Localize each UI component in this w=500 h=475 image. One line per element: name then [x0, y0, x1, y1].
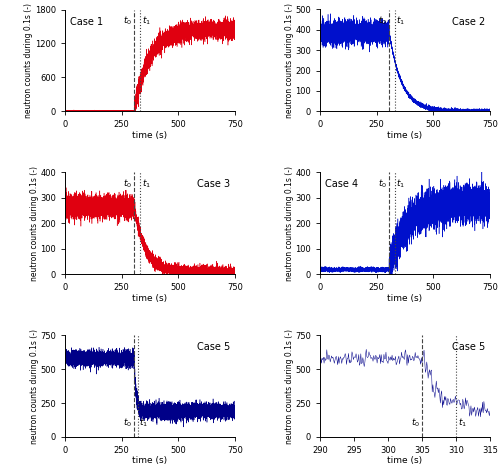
X-axis label: time (s): time (s) [132, 294, 168, 303]
Text: $t_1$: $t_1$ [458, 417, 466, 429]
X-axis label: time (s): time (s) [132, 131, 168, 140]
Text: $t_1$: $t_1$ [396, 178, 406, 190]
Y-axis label: neutron counts during 0.1s (-): neutron counts during 0.1s (-) [30, 329, 38, 444]
X-axis label: time (s): time (s) [388, 294, 422, 303]
Text: $t_1$: $t_1$ [396, 15, 406, 27]
Text: $t_0$: $t_0$ [124, 15, 132, 27]
Y-axis label: neutron counts during 0.1s (-): neutron counts during 0.1s (-) [30, 166, 38, 281]
Y-axis label: neutron counts during 0.1s (-): neutron counts during 0.1s (-) [284, 3, 294, 118]
Text: Case 5: Case 5 [452, 342, 485, 352]
Text: Case 1: Case 1 [70, 17, 103, 27]
Y-axis label: neutron counts during 0.1s (-): neutron counts during 0.1s (-) [284, 329, 294, 444]
X-axis label: time (s): time (s) [132, 456, 168, 466]
Text: $t_1$: $t_1$ [142, 178, 150, 190]
X-axis label: time (s): time (s) [388, 131, 422, 140]
Text: $t_0$: $t_0$ [378, 15, 388, 27]
Text: Case 2: Case 2 [452, 17, 485, 27]
Text: $t_0$: $t_0$ [411, 417, 420, 429]
Text: $t_1$: $t_1$ [142, 15, 150, 27]
Text: $t_0$: $t_0$ [124, 178, 132, 190]
Y-axis label: neutron counts during 0.1s (-): neutron counts during 0.1s (-) [24, 3, 34, 118]
Text: Case 3: Case 3 [197, 180, 230, 190]
Text: Case 5: Case 5 [196, 342, 230, 352]
X-axis label: time (s): time (s) [388, 456, 422, 466]
Text: $t_0$: $t_0$ [378, 178, 388, 190]
Text: $t_1$: $t_1$ [139, 417, 148, 429]
Text: Case 4: Case 4 [325, 180, 358, 190]
Y-axis label: neutron counts during 0.1s (-): neutron counts during 0.1s (-) [284, 166, 294, 281]
Text: $t_0$: $t_0$ [124, 417, 132, 429]
